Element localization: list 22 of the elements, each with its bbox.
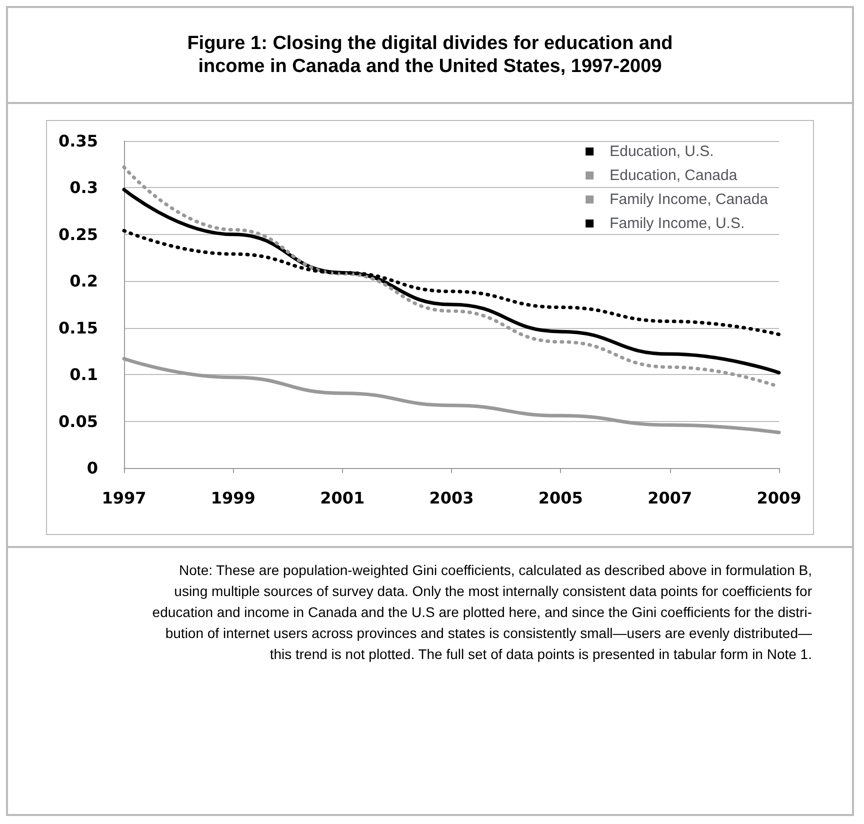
y-tick-label: 0.3 xyxy=(70,178,98,198)
legend-label: Education, U.S. xyxy=(610,143,714,160)
x-tick-label: 1999 xyxy=(210,488,256,508)
line-series xyxy=(122,188,781,374)
x-tick-label: 2007 xyxy=(648,488,692,508)
x-tick-label: 1997 xyxy=(102,488,146,508)
y-tick-label: 0.15 xyxy=(58,318,98,338)
y-tick-label: 0.35 xyxy=(58,132,98,150)
x-tick-label: 2001 xyxy=(320,488,365,508)
legend-label: Education, Canada xyxy=(610,167,738,184)
y-tick-label: 0.25 xyxy=(58,224,98,244)
legend-label: Family Income, U.S. xyxy=(610,215,745,232)
x-tick-label: 2009 xyxy=(756,488,802,508)
legend-label: Family Income, Canada xyxy=(610,191,769,208)
chart-title: Figure 1: Closing the digital divides for education and income in Canada and the United States, 1997-2009 xyxy=(8,8,852,104)
y-tick-label: 0.1 xyxy=(70,365,98,384)
y-tick-label: 0.2 xyxy=(70,272,98,291)
x-tick-label: 2003 xyxy=(429,488,474,508)
y-tick-label: 0.05 xyxy=(58,412,98,431)
text: Note: These are population-weighted Gini coefficients, calculated as described above in formulation B, using multiple sources of survey data. Only the most internally consistent data points for coefficients for education and income in Canada and the U.S are plotted here, and since the Gini coefficients for the distri- bution of internet users across provinces and states is consistently small—users are evenly distributed— this trend is not plotted. The full set of data points is presented in tabular form in Note 1. xyxy=(151,561,812,664)
y-tick-label: 0 xyxy=(86,458,98,478)
x-tick-label: 2005 xyxy=(538,488,583,508)
